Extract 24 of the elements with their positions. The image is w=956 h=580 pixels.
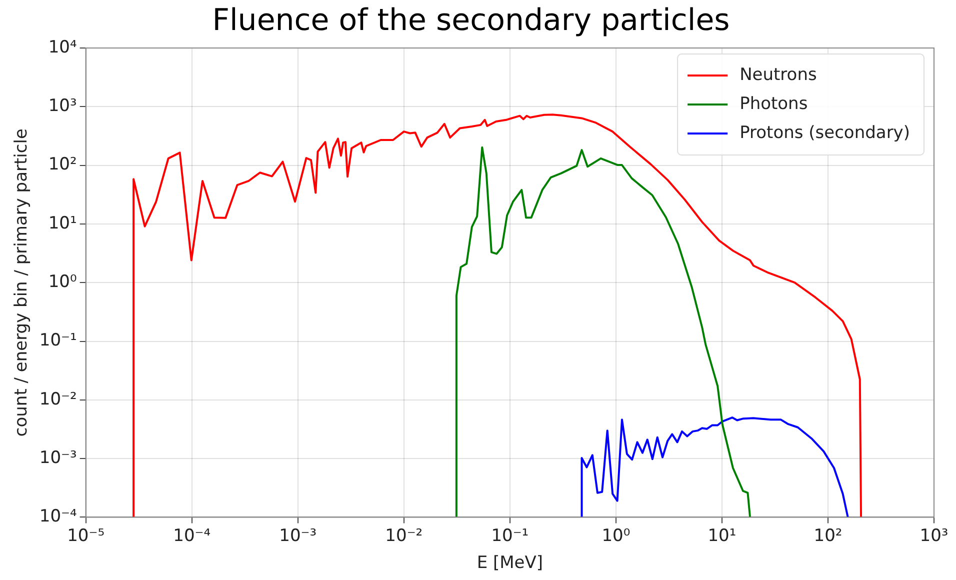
chart-title: Fluence of the secondary particles [212,2,730,38]
y-axis-title: count / energy bin / primary particle [12,128,32,437]
x-tick-label: 10⁻³ [279,526,317,546]
legend-label: Photons [740,94,808,114]
y-tick-label: 10¹ [48,213,77,234]
x-tick-label: 10⁻¹ [491,526,529,546]
x-tick-label: 10³ [920,526,948,546]
x-tick-label: 10⁻⁴ [173,526,211,546]
x-tick-label: 10⁻⁵ [67,526,105,546]
y-tick-label: 10⁻¹ [39,330,77,351]
y-tick-label: 10⁻² [39,389,77,410]
y-tick-label: 10⁻⁴ [39,506,78,527]
y-tick-label: 10⁴ [48,37,77,58]
x-tick-label: 10² [814,526,842,546]
y-tick-label: 10⁻³ [39,448,77,468]
y-tick-label: 10² [48,154,77,175]
x-tick-label: 10⁰ [602,526,630,546]
legend-label: Neutrons [740,64,817,85]
legend-label: Protons (secondary) [740,122,910,143]
y-tick-label: 10³ [48,96,77,116]
y-tick-label: 10⁰ [48,272,77,292]
x-axis-title: E [MeV] [476,553,543,574]
x-tick-label: 10¹ [708,526,736,546]
x-tick-label: 10⁻² [385,526,423,546]
